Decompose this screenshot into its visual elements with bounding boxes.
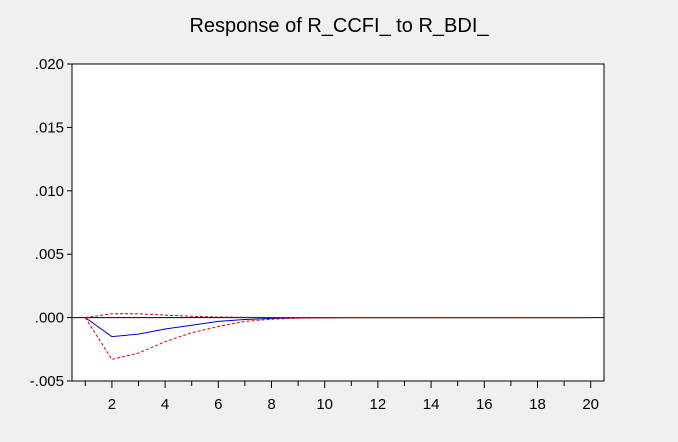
x-tick-label: 2 <box>108 396 116 413</box>
y-tick-label: .010 <box>35 183 64 200</box>
y-tick-label: .000 <box>35 310 64 327</box>
x-tick-label: 16 <box>476 396 493 413</box>
x-tick-label: 20 <box>582 396 599 413</box>
x-tick-label: 10 <box>316 396 333 413</box>
x-tick-label: 18 <box>529 396 546 413</box>
series-line-lower-band <box>84 317 591 360</box>
y-tick-label: .015 <box>35 119 64 136</box>
x-tick-label: 14 <box>423 396 440 413</box>
plot-area <box>71 63 605 382</box>
x-tick-label: 8 <box>267 396 275 413</box>
x-tick-label: 12 <box>370 396 387 413</box>
series-layer <box>84 313 591 360</box>
y-tick-label: .005 <box>35 246 64 263</box>
chart-title: Response of R_CCFI_ to R_BDI_ <box>189 15 489 37</box>
y-tick-label: -.005 <box>30 373 64 390</box>
x-axis: 2 4 6 8 10 12 14 16 18 20 <box>84 381 599 413</box>
x-tick-label: 4 <box>161 396 169 413</box>
x-tick-label: 6 <box>214 396 222 413</box>
y-tick-label: .020 <box>35 56 64 73</box>
series-line-upper-band <box>85 313 591 319</box>
y-axis: -.005 .000 .005 .010 .015 .020 <box>30 56 72 390</box>
